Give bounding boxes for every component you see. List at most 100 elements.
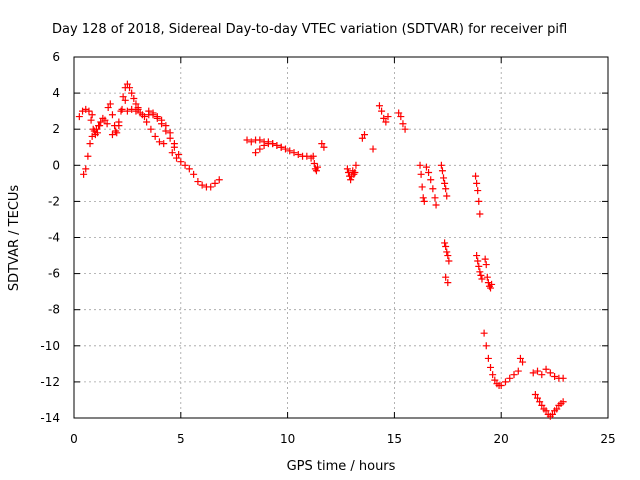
data-point [474,257,482,265]
data-point [89,125,97,133]
data-point [481,255,489,263]
data-point [538,371,546,379]
data-point [104,104,112,112]
data-point [427,176,435,184]
data-point [310,159,318,167]
data-point [536,398,544,406]
data-point [351,169,359,177]
data-point [534,394,542,402]
data-point [286,147,294,155]
data-point [123,80,131,88]
data-point [401,125,409,133]
y-tick-label: -12 [40,375,60,389]
data-point [431,194,439,202]
data-point [475,197,483,205]
data-point [422,163,430,171]
data-point [478,275,486,283]
data-point [506,374,514,382]
data-point [475,262,483,270]
data-point [198,181,206,189]
data-point [160,140,168,148]
data-point [444,279,452,287]
data-point [548,410,556,418]
data-point [93,129,101,137]
data-point [215,176,223,184]
data-point [360,131,368,139]
data-point [277,143,285,151]
data-point [96,122,104,130]
y-tick-label: 0 [52,158,60,172]
data-point [168,149,176,157]
data-point [546,369,554,377]
data-point [145,107,153,115]
data-point [309,152,317,160]
x-tick-label: 5 [177,432,185,446]
data-point [482,261,490,269]
data-point [358,134,366,142]
y-tick-label: -8 [48,303,60,317]
data-point [445,257,453,265]
data-point [252,149,260,157]
data-point [438,167,446,175]
data-point [123,107,131,115]
data-point [419,194,427,202]
y-tick-label: -14 [40,411,60,425]
data-point [151,132,159,140]
data-point [101,116,109,124]
data-point [106,100,114,108]
data-point [181,161,189,169]
data-point [290,149,298,157]
data-point [247,138,255,146]
data-point [531,391,539,399]
data-point [97,118,105,126]
x-tick-label: 10 [280,432,295,446]
data-point [484,354,492,362]
data-point [170,143,178,151]
data-point [397,113,405,121]
data-point [553,405,561,413]
data-point [417,170,425,178]
data-point [442,273,450,281]
data-point [343,165,351,173]
data-point [441,239,449,247]
y-tick-label: -10 [40,339,60,353]
data-point [491,376,499,384]
x-tick-label: 15 [387,432,402,446]
data-point [476,210,484,218]
data-point [312,167,320,175]
data-point [437,161,445,169]
y-tick-label: -4 [48,231,60,245]
data-point [497,382,505,390]
data-point [303,152,311,160]
data-point [273,141,281,149]
y-tick-label: -6 [48,267,60,281]
data-point [320,143,328,151]
axis-tick-labels: 0 5 10 15 20 25 -14 -12 -10 -8 -6 -4 -2 0 2 4 6 [40,50,615,446]
data-point [260,141,268,149]
data-point [153,114,161,122]
data-point [79,107,87,115]
data-point [80,170,88,178]
y-tick-label: -2 [48,194,60,208]
data-point [126,84,134,92]
data-point [115,118,123,126]
data-point [108,131,116,139]
data-point [538,401,546,409]
data-point [380,114,388,122]
data-point [442,243,450,251]
grid [74,57,608,418]
x-axis-label: GPS time / hours [287,459,396,474]
x-tick-label: 25 [600,432,615,446]
data-point [399,120,407,128]
data-point [480,329,488,337]
data-point [416,161,424,169]
data-point [352,161,360,169]
data-point [395,109,403,117]
data-point [84,152,92,160]
data-point [472,172,480,180]
data-point [118,105,126,113]
data-point [432,201,440,209]
data-point [483,273,491,281]
data-point [384,113,392,121]
